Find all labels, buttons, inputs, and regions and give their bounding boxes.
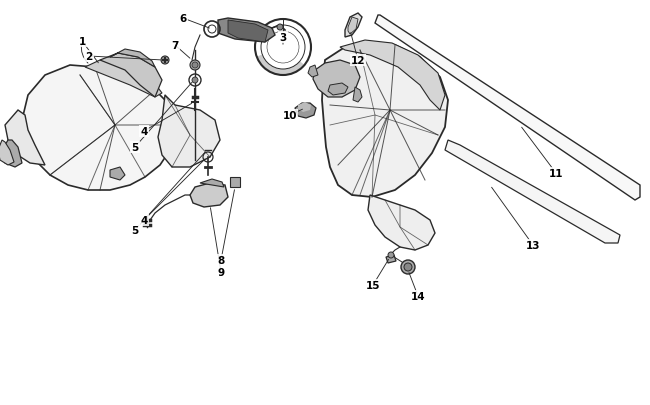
- Text: 5: 5: [131, 143, 138, 153]
- Polygon shape: [295, 104, 316, 119]
- Circle shape: [277, 25, 283, 31]
- Polygon shape: [368, 196, 435, 250]
- Text: 15: 15: [366, 280, 380, 290]
- Text: 6: 6: [179, 14, 187, 24]
- Polygon shape: [158, 96, 220, 168]
- Text: 3: 3: [280, 33, 287, 43]
- Text: 1: 1: [79, 37, 86, 47]
- Circle shape: [190, 61, 200, 71]
- Polygon shape: [190, 183, 228, 207]
- Polygon shape: [328, 84, 348, 96]
- Polygon shape: [228, 21, 268, 43]
- Circle shape: [388, 252, 394, 258]
- Polygon shape: [85, 61, 162, 98]
- Polygon shape: [5, 111, 45, 166]
- Polygon shape: [308, 66, 318, 78]
- Text: 4: 4: [140, 127, 148, 136]
- Circle shape: [401, 260, 415, 274]
- Polygon shape: [22, 66, 175, 190]
- Polygon shape: [298, 103, 311, 113]
- Polygon shape: [2, 141, 22, 168]
- Polygon shape: [340, 41, 445, 111]
- Polygon shape: [313, 61, 360, 98]
- Circle shape: [404, 263, 412, 271]
- Polygon shape: [353, 88, 362, 103]
- Text: 9: 9: [218, 267, 224, 277]
- Text: 4: 4: [140, 215, 148, 226]
- Polygon shape: [386, 256, 396, 263]
- Polygon shape: [110, 168, 125, 181]
- Text: 14: 14: [411, 291, 425, 301]
- Polygon shape: [322, 43, 448, 198]
- Text: 5: 5: [131, 226, 138, 235]
- Wedge shape: [257, 55, 304, 76]
- Circle shape: [192, 78, 198, 84]
- Polygon shape: [0, 141, 14, 166]
- Text: 10: 10: [283, 111, 297, 121]
- Text: 2: 2: [85, 52, 92, 62]
- Polygon shape: [110, 50, 155, 68]
- Polygon shape: [445, 141, 620, 243]
- Circle shape: [192, 63, 198, 69]
- Polygon shape: [348, 18, 358, 35]
- Text: 12: 12: [351, 56, 365, 66]
- Text: 11: 11: [549, 168, 564, 179]
- Circle shape: [161, 57, 169, 65]
- Polygon shape: [100, 54, 162, 98]
- Polygon shape: [375, 16, 640, 200]
- Polygon shape: [218, 19, 275, 43]
- Polygon shape: [230, 177, 240, 188]
- Polygon shape: [200, 179, 224, 188]
- Text: 8: 8: [217, 256, 225, 265]
- Polygon shape: [345, 14, 362, 38]
- Text: 13: 13: [526, 241, 540, 250]
- Text: 7: 7: [172, 41, 179, 51]
